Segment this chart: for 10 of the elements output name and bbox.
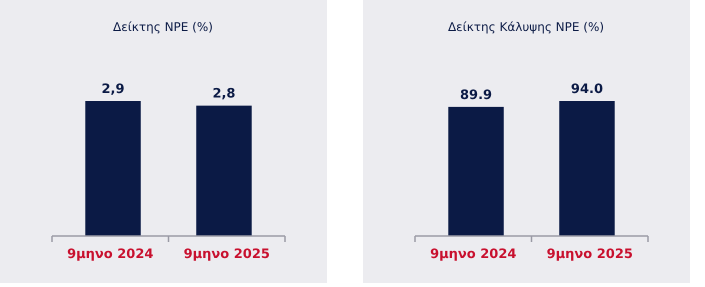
x-tick-label: 9μηνο 2024 xyxy=(430,247,516,262)
chart-title: Δείκτης NPE (%) xyxy=(113,20,213,34)
x-tick-label: 9μηνο 2025 xyxy=(546,247,633,262)
x-tick-label: 9μηνο 2024 xyxy=(67,247,154,262)
data-label: 89.9 xyxy=(460,88,492,103)
data-label: 94.0 xyxy=(570,82,604,97)
chart-title: Δείκτης Κάλυψης NPE (%) xyxy=(448,20,604,34)
x-tick-label: 9μηνο 2025 xyxy=(184,247,270,262)
data-label: 2,9 xyxy=(102,82,125,97)
data-label: 2,8 xyxy=(212,86,236,102)
